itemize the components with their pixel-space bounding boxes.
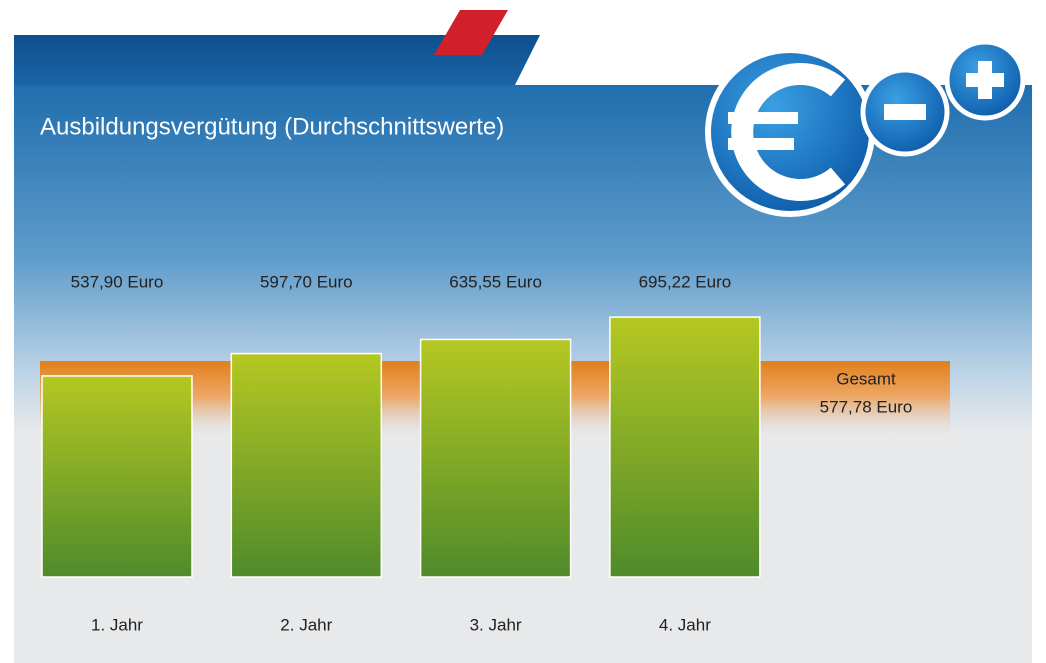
x-tick-label: 1. Jahr [91,615,143,634]
reference-label: Gesamt [836,370,896,389]
accent [434,10,508,55]
x-tick-label: 4. Jahr [659,615,711,634]
x-tick-label: 3. Jahr [470,615,522,634]
value-label: 635,55 Euro [449,272,542,291]
reference-value-label: 577,78 Euro [820,398,913,417]
chart-title: Ausbildungsvergütung (Durchschnittswerte… [40,113,504,140]
bar [419,338,572,578]
value-label: 537,90 Euro [71,272,164,291]
bar [609,316,761,578]
x-tick-label: 2. Jahr [280,615,332,634]
bar [41,375,193,578]
bar [230,352,383,578]
euro-icon [705,39,1026,217]
value-label: 597,70 Euro [260,272,353,291]
plot: Gesamt 577,78 Euro 537,90 Euro 1. Jahr 597,7… [40,272,950,634]
header-band [14,35,540,85]
value-label: 695,22 Euro [639,272,732,291]
